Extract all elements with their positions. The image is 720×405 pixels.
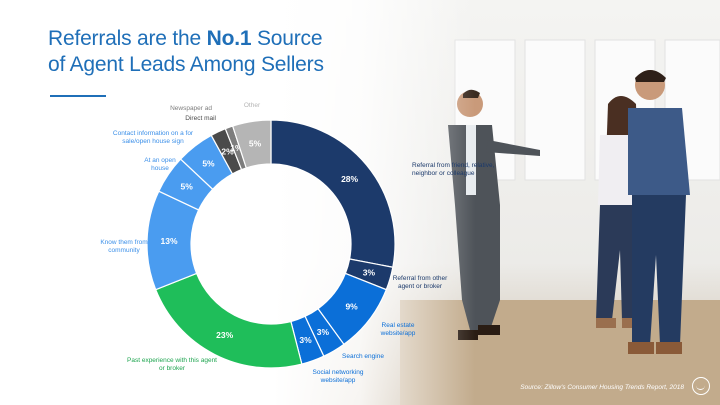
slice-category-label: Contact information on a for sale/open h…: [112, 130, 194, 145]
pie-slice: [270, 119, 396, 268]
title-line-two: of Agent Leads Among Sellers: [48, 53, 324, 76]
slice-category-label: Real estate website/app: [380, 322, 416, 337]
title-text: Referrals are the: [48, 27, 207, 50]
slice-value-label: 13%: [161, 236, 178, 246]
brand-logo-icon: [692, 377, 710, 395]
slice-value-label: 5%: [180, 182, 193, 192]
slice-category-label: Social networking website/app: [312, 369, 364, 384]
slice-value-label: 23%: [216, 330, 233, 340]
slice-category-label: Newspaper ad: [170, 105, 212, 112]
slice-value-label: 28%: [341, 174, 358, 184]
slice-category-label: Search engine: [342, 353, 384, 360]
slice-value-label: 1%: [230, 143, 243, 153]
slice-value-label: 5%: [249, 138, 262, 148]
slice-category-label: Know them from community: [100, 239, 148, 254]
slice-category-label: Direct mail: [185, 115, 216, 122]
slice-value-label: 5%: [202, 158, 215, 168]
slice-category-label: Other: [243, 102, 261, 109]
source-note: Source: Zillow's Consumer Housing Trends…: [520, 384, 684, 391]
title-text-end: Source: [251, 27, 323, 50]
slice-value-label: 3%: [317, 327, 330, 337]
slice-value-label: 3%: [299, 335, 312, 345]
title-underline: [50, 95, 106, 97]
slice-value-label: 3%: [363, 267, 376, 277]
title-bold-text: No.1: [206, 27, 252, 50]
slice-value-label: 9%: [345, 302, 358, 312]
slice-category-label: Referral from friend, relative, neighbor…: [412, 162, 495, 177]
slice-category-label: Referral from other agent or broker: [392, 275, 448, 290]
slice-category-label: Past experience with this agent or broke…: [127, 357, 217, 372]
slice-category-label: At an open house: [144, 157, 176, 172]
page-title: Referrals are the No.1 Source of Agent L…: [48, 26, 388, 78]
pie-slice: [154, 272, 303, 369]
pie-slice: [231, 119, 272, 169]
slice-value-label: 2%: [221, 147, 234, 157]
